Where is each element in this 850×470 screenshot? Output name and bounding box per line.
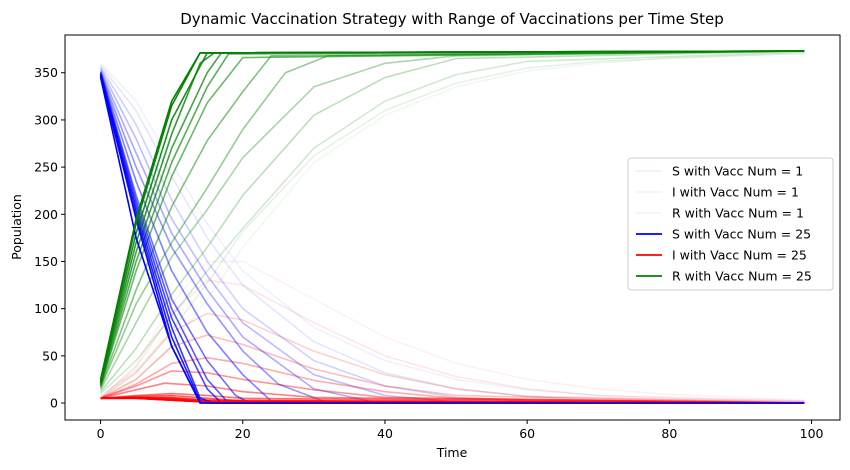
series-line-I-vacc-10	[100, 370, 805, 404]
series-line-R-vacc-2	[100, 52, 805, 397]
series-line-I-vacc-12	[100, 382, 805, 404]
series-line-S-vacc-25	[99, 77, 805, 404]
series-line-R-vacc-16	[99, 50, 805, 386]
series-line-I-vacc-4	[100, 312, 805, 403]
series-line-R-vacc-14	[99, 50, 805, 387]
series-line-R-vacc-25	[99, 50, 805, 380]
y-tick-label: 0	[50, 396, 58, 411]
legend-label: R with Vacc Num = 25	[672, 269, 812, 284]
x-ticks: 0 20 40 60 80 100	[97, 420, 824, 441]
axes-frame	[64, 34, 841, 421]
series-line-S-vacc-10	[99, 71, 805, 404]
legend-label: S with Vacc Num = 1	[672, 164, 803, 179]
series-line-R-vacc-6	[99, 50, 805, 393]
legend-label: I with Vacc Num = 25	[672, 248, 807, 263]
legend: S with Vacc Num = 1 I with Vacc Num = 1 R …	[627, 157, 834, 291]
series-line-R-vacc-8	[99, 50, 805, 391]
series-line-I-vacc-6	[100, 334, 805, 404]
x-tick-label: 0	[97, 426, 105, 441]
x-axis-label: Time	[436, 445, 468, 460]
x-tick-label: 100	[800, 426, 824, 441]
y-tick-label: 300	[34, 112, 58, 127]
y-tick-label: 200	[34, 207, 58, 222]
series-line-I-vacc-8	[100, 356, 805, 404]
y-ticks: 0 50 100 150 200 250 300 350	[34, 65, 65, 411]
legend-label: S with Vacc Num = 25	[672, 227, 811, 242]
series-line-I-vacc-2	[100, 279, 805, 402]
y-tick-label: 350	[34, 65, 58, 80]
y-tick-label: 50	[42, 348, 58, 363]
lines-layer	[99, 50, 805, 404]
y-tick-label: 150	[34, 254, 58, 269]
series-line-S-vacc-2	[99, 64, 805, 403]
series-line-R-vacc-1	[100, 53, 805, 400]
y-axis-label: Population	[9, 194, 24, 260]
y-tick-label: 100	[34, 301, 58, 316]
legend-label: R with Vacc Num = 1	[672, 206, 804, 221]
legend-label: I with Vacc Num = 1	[672, 185, 799, 200]
legend-frame	[627, 157, 834, 291]
series-line-R-vacc-12	[99, 50, 805, 388]
x-tick-label: 20	[235, 426, 251, 441]
x-tick-label: 80	[661, 426, 677, 441]
x-tick-label: 40	[377, 426, 393, 441]
series-line-R-vacc-10	[99, 50, 805, 389]
x-tick-label: 60	[519, 426, 535, 441]
chart-title: Dynamic Vaccination Strategy with Range …	[180, 10, 724, 28]
y-tick-label: 250	[34, 160, 58, 175]
series-line-R-vacc-4	[100, 51, 805, 395]
